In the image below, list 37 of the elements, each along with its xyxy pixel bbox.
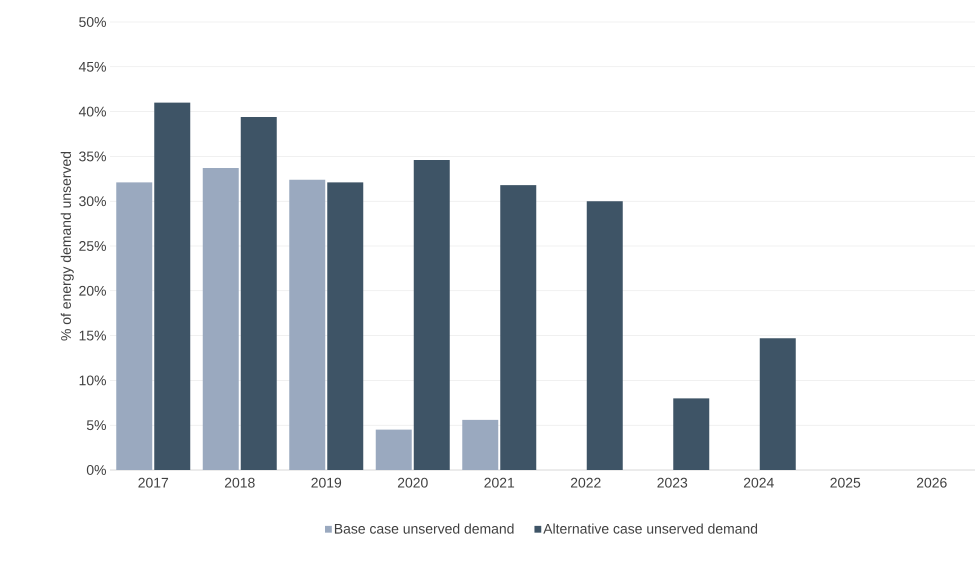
y-tick-label: 15% <box>80 330 106 341</box>
x-tick-label: 2021 <box>484 478 514 488</box>
bar <box>500 185 536 470</box>
x-tick-label: 2019 <box>311 478 342 488</box>
y-tick-label: 0% <box>86 465 106 475</box>
bar <box>414 160 450 470</box>
bar <box>202 168 239 470</box>
y-tick-label: 50% <box>79 17 106 27</box>
y-tick-label: 40% <box>78 106 106 117</box>
legend-label: Base case unserved demand <box>334 523 514 534</box>
bar <box>376 430 412 470</box>
bar <box>240 116 277 470</box>
x-tick-label: 2017 <box>138 478 168 488</box>
bar <box>289 180 326 470</box>
x-tick-label: 2018 <box>224 478 255 488</box>
y-tick-label: 5% <box>86 420 106 430</box>
bar <box>116 182 152 470</box>
x-tick-label: 2025 <box>830 478 860 488</box>
legend-label: Alternative case unserved demand <box>543 523 758 534</box>
bar <box>673 398 710 470</box>
y-tick-label: 35% <box>79 151 106 162</box>
x-tick-label: 2024 <box>744 478 774 488</box>
bar <box>760 338 796 470</box>
y-tick-label: 30% <box>79 196 106 206</box>
bar <box>154 102 190 470</box>
x-tick-label: 2026 <box>916 478 947 488</box>
x-tick-label: 2020 <box>398 478 428 488</box>
bar <box>462 420 498 470</box>
y-tick-label: 25% <box>79 241 106 251</box>
y-tick-label: 10% <box>80 375 106 386</box>
y-axis-title: % of energy demand unserved <box>60 152 74 340</box>
bar <box>327 182 364 470</box>
x-tick-label: 2022 <box>570 478 601 488</box>
y-tick-label: 45% <box>78 62 106 72</box>
y-tick-label: 20% <box>79 286 106 296</box>
bar <box>586 201 623 470</box>
x-tick-label: 2023 <box>657 478 688 488</box>
